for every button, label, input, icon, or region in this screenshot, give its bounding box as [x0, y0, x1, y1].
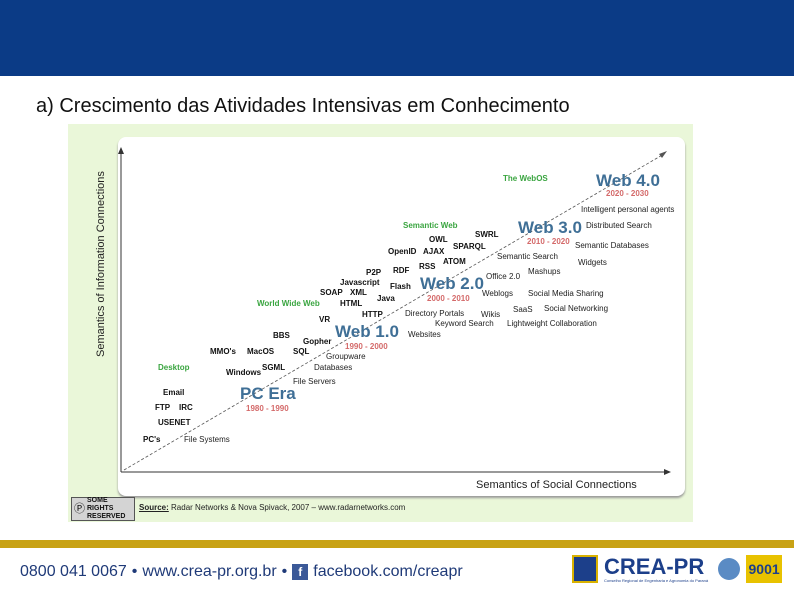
term: Java — [377, 294, 395, 303]
cc-text: SOME RIGHTS RESERVED — [87, 497, 126, 520]
term: Gopher — [303, 337, 332, 346]
term: PC's — [143, 435, 161, 444]
term: Databases — [314, 363, 353, 372]
facebook-icon: f — [292, 564, 309, 580]
term: OWL — [429, 235, 448, 244]
term: IRC — [179, 403, 193, 412]
separator: • — [281, 563, 288, 580]
era-years: 2010 - 2020 — [527, 237, 570, 246]
trend-line — [123, 153, 665, 471]
term: Keyword Search — [435, 319, 494, 328]
term: SOAP — [320, 288, 343, 297]
term: RDF — [393, 266, 410, 275]
term: HTML — [340, 299, 363, 308]
footer-contact: 0800 041 0067 • www.crea-pr.org.br • f f… — [20, 563, 463, 581]
phone-number: 0800 041 0067 — [20, 563, 127, 580]
x-axis-arrow — [664, 469, 671, 475]
term: MacOS — [247, 347, 275, 356]
era-label: Web 1.0 — [335, 322, 399, 341]
term: File Systems — [184, 435, 230, 444]
term: Distributed Search — [586, 221, 652, 230]
term: Intelligent personal agents — [581, 205, 675, 214]
term: Widgets — [578, 258, 607, 267]
term: MMO's — [210, 347, 236, 356]
term: USENET — [158, 418, 191, 427]
x-axis-label: Semantics of Social Connections — [476, 479, 637, 491]
term: Javascript — [340, 278, 380, 287]
category-label: Semantic Web — [403, 221, 458, 230]
category-label: World Wide Web — [257, 299, 320, 308]
term: AJAX — [423, 247, 445, 256]
term: Lightweight Collaboration — [507, 319, 597, 328]
term: Social Networking — [544, 304, 609, 313]
term: SWRL — [475, 230, 499, 239]
category-label: The WebOS — [503, 174, 548, 183]
creative-commons-badge: Ⓟ SOME RIGHTS RESERVED — [71, 497, 135, 521]
term: Office 2.0 — [486, 272, 521, 281]
crest-icon — [572, 555, 598, 583]
term: SaaS — [513, 305, 533, 314]
term: Groupware — [326, 352, 366, 361]
iso-certificate-badge: 9001 — [746, 555, 783, 583]
era-years: 2020 - 2030 — [606, 189, 649, 198]
term: Mashups — [528, 267, 561, 276]
term: RSS — [419, 262, 436, 271]
term: SPARQL — [453, 242, 486, 251]
header-band — [0, 0, 794, 76]
y-axis-arrow — [118, 147, 124, 154]
term: Email — [163, 388, 185, 397]
term: Flash — [390, 282, 411, 291]
era-label: Web 3.0 — [518, 218, 582, 237]
global-compact-icon — [718, 558, 741, 580]
term: HTTP — [362, 310, 383, 319]
source-label: Source: — [139, 503, 169, 512]
term: File Servers — [293, 377, 336, 386]
website-link[interactable]: www.crea-pr.org.br — [142, 563, 277, 580]
term: Windows — [226, 368, 262, 377]
era-years: 2000 - 2010 — [427, 294, 470, 303]
slide-title: a) Crescimento das Atividades Intensivas… — [36, 95, 570, 117]
crea-pr-logo: CREA-PR Conselho Regional de Engenharia e… — [572, 553, 783, 583]
term: OpenID — [388, 247, 417, 256]
term: ATOM — [443, 257, 466, 266]
footer-divider — [0, 540, 794, 548]
logo-text: CREA-PR — [604, 553, 705, 579]
creative-commons-icon: Ⓟ — [74, 502, 85, 515]
term: Semantic Search — [497, 252, 558, 261]
era-label: Web 2.0 — [420, 274, 484, 293]
term: BBS — [273, 331, 290, 340]
term: Weblogs — [482, 289, 513, 298]
term: Semantic Databases — [575, 241, 649, 250]
term: VR — [319, 315, 331, 324]
separator: • — [131, 563, 138, 580]
source-text: Radar Networks & Nova Spivack, 2007 – ww… — [171, 503, 406, 512]
facebook-link[interactable]: facebook.com/creapr — [313, 563, 463, 580]
era-years: 1990 - 2000 — [345, 342, 388, 351]
term: FTP — [155, 403, 171, 412]
term: SQL — [293, 347, 310, 356]
term: Directory Portals — [405, 309, 465, 318]
source-citation: Source: Radar Networks & Nova Spivack, 2… — [139, 503, 405, 512]
category-label: Desktop — [158, 363, 190, 372]
era-label: Web 4.0 — [596, 171, 660, 190]
term: SGML — [262, 363, 286, 372]
era-label: PC Era — [240, 384, 296, 403]
term: Wikis — [481, 310, 501, 319]
term: Social Media Sharing — [528, 289, 604, 298]
logo-subtitle: Conselho Regional de Engenharia e Agrono… — [604, 577, 709, 583]
trend-arrow — [659, 151, 667, 158]
era-years: 1980 - 1990 — [246, 404, 289, 413]
term: P2P — [366, 268, 382, 277]
term: XML — [350, 288, 367, 297]
term: Websites — [408, 330, 441, 339]
